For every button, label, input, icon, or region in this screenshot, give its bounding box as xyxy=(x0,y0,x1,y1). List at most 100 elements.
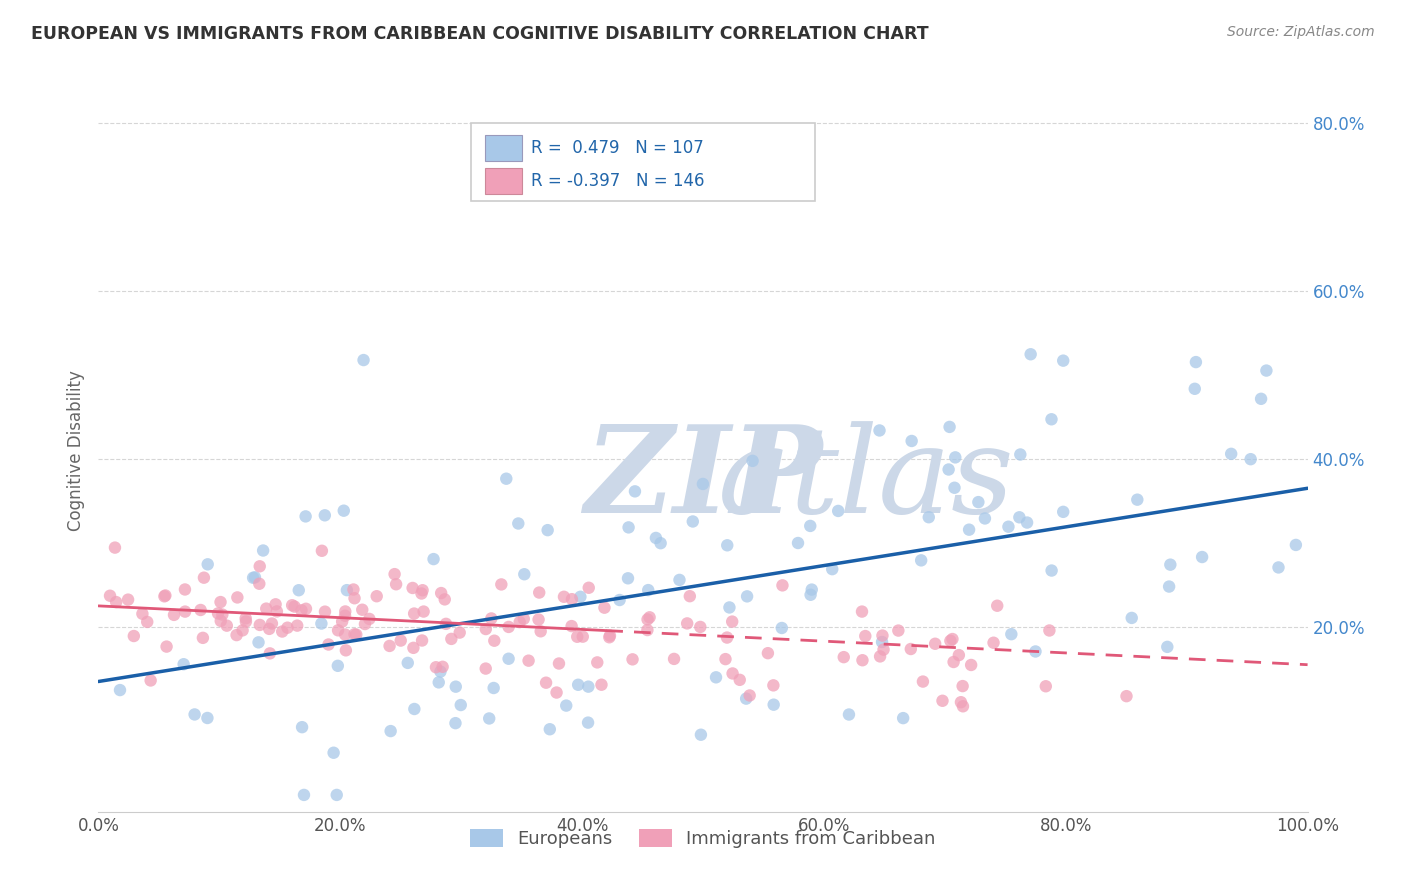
Europeans xyxy=(498,652,520,666)
Immigrants from Caribbean xyxy=(931,694,953,708)
Europeans xyxy=(333,504,356,518)
Europeans xyxy=(1159,580,1181,594)
Immigrants from Caribbean xyxy=(290,603,312,617)
Europeans xyxy=(827,504,849,518)
Europeans xyxy=(450,698,472,712)
Europeans xyxy=(668,573,690,587)
Immigrants from Caribbean xyxy=(311,543,333,558)
Europeans xyxy=(1185,355,1208,369)
Immigrants from Caribbean xyxy=(571,630,593,644)
Europeans xyxy=(900,434,922,448)
Immigrants from Caribbean xyxy=(513,612,536,626)
Immigrants from Caribbean xyxy=(314,605,336,619)
Europeans xyxy=(1285,538,1308,552)
Text: Source: ZipAtlas.com: Source: ZipAtlas.com xyxy=(1227,25,1375,39)
Immigrants from Caribbean xyxy=(264,597,287,611)
Immigrants from Caribbean xyxy=(548,657,571,671)
Immigrants from Caribbean xyxy=(352,603,374,617)
Europeans xyxy=(427,675,450,690)
Immigrants from Caribbean xyxy=(924,637,946,651)
Europeans xyxy=(1010,448,1032,462)
Immigrants from Caribbean xyxy=(721,666,744,681)
Immigrants from Caribbean xyxy=(235,615,257,629)
Immigrants from Caribbean xyxy=(593,600,616,615)
Immigrants from Caribbean xyxy=(578,581,600,595)
Europeans xyxy=(617,571,640,585)
Immigrants from Caribbean xyxy=(517,654,540,668)
Europeans xyxy=(1040,412,1063,426)
Europeans xyxy=(322,746,344,760)
Immigrants from Caribbean xyxy=(432,660,454,674)
Europeans xyxy=(555,698,578,713)
Immigrants from Caribbean xyxy=(586,656,609,670)
Text: R =  0.479   N = 107: R = 0.479 N = 107 xyxy=(531,139,704,157)
Europeans xyxy=(1159,558,1181,572)
Europeans xyxy=(1220,447,1243,461)
Europeans xyxy=(396,656,419,670)
Immigrants from Caribbean xyxy=(174,582,197,597)
Immigrants from Caribbean xyxy=(98,589,121,603)
Immigrants from Caribbean xyxy=(335,604,357,618)
Immigrants from Caribbean xyxy=(247,576,270,591)
Immigrants from Caribbean xyxy=(155,640,177,654)
Immigrants from Caribbean xyxy=(738,689,761,703)
Text: EUROPEAN VS IMMIGRANTS FROM CARIBBEAN COGNITIVE DISABILITY CORRELATION CHART: EUROPEAN VS IMMIGRANTS FROM CARIBBEAN CO… xyxy=(31,25,928,43)
Y-axis label: Cognitive Disability: Cognitive Disability xyxy=(66,370,84,531)
Immigrants from Caribbean xyxy=(389,633,412,648)
Europeans xyxy=(325,788,347,802)
Europeans xyxy=(576,680,599,694)
Immigrants from Caribbean xyxy=(479,611,502,625)
Immigrants from Caribbean xyxy=(721,615,744,629)
Europeans xyxy=(974,511,997,525)
Europeans xyxy=(800,588,823,602)
Immigrants from Caribbean xyxy=(952,679,974,693)
Immigrants from Caribbean xyxy=(756,646,779,660)
Immigrants from Caribbean xyxy=(1038,624,1060,638)
Immigrants from Caribbean xyxy=(412,605,434,619)
Immigrants from Caribbean xyxy=(599,629,621,643)
Immigrants from Caribbean xyxy=(869,649,891,664)
Europeans xyxy=(799,519,821,533)
Europeans xyxy=(957,523,980,537)
Europeans xyxy=(404,702,426,716)
Europeans xyxy=(444,680,467,694)
Immigrants from Caribbean xyxy=(1035,679,1057,693)
Immigrants from Caribbean xyxy=(335,643,357,657)
Immigrants from Caribbean xyxy=(430,586,453,600)
Europeans xyxy=(1015,516,1038,530)
Immigrants from Caribbean xyxy=(498,620,520,634)
Immigrants from Caribbean xyxy=(136,615,159,629)
Immigrants from Caribbean xyxy=(402,640,425,655)
Europeans xyxy=(1256,363,1278,377)
Europeans xyxy=(1126,492,1149,507)
Europeans xyxy=(197,558,219,572)
Europeans xyxy=(311,616,333,631)
Europeans xyxy=(326,658,349,673)
Immigrants from Caribbean xyxy=(939,633,962,648)
Europeans xyxy=(838,707,860,722)
Europeans xyxy=(716,538,738,552)
Immigrants from Caribbean xyxy=(872,642,894,657)
Immigrants from Caribbean xyxy=(942,655,965,669)
Immigrants from Caribbean xyxy=(561,592,583,607)
Text: atlas: atlas xyxy=(718,421,1015,538)
Europeans xyxy=(429,665,451,679)
Europeans xyxy=(967,495,990,509)
Immigrants from Caribbean xyxy=(155,589,177,603)
Immigrants from Caribbean xyxy=(1115,689,1137,703)
Immigrants from Caribbean xyxy=(209,595,232,609)
Europeans xyxy=(513,567,536,582)
Europeans xyxy=(1052,353,1074,368)
Immigrants from Caribbean xyxy=(342,582,364,597)
Europeans xyxy=(1184,382,1206,396)
Immigrants from Caribbean xyxy=(948,648,970,662)
Europeans xyxy=(1024,644,1046,658)
Immigrants from Caribbean xyxy=(960,657,983,672)
Immigrants from Caribbean xyxy=(257,622,280,636)
Immigrants from Caribbean xyxy=(636,623,658,637)
Immigrants from Caribbean xyxy=(411,633,433,648)
Immigrants from Caribbean xyxy=(553,590,575,604)
Europeans xyxy=(294,509,316,524)
Europeans xyxy=(1250,392,1272,406)
Immigrants from Caribbean xyxy=(225,628,247,642)
